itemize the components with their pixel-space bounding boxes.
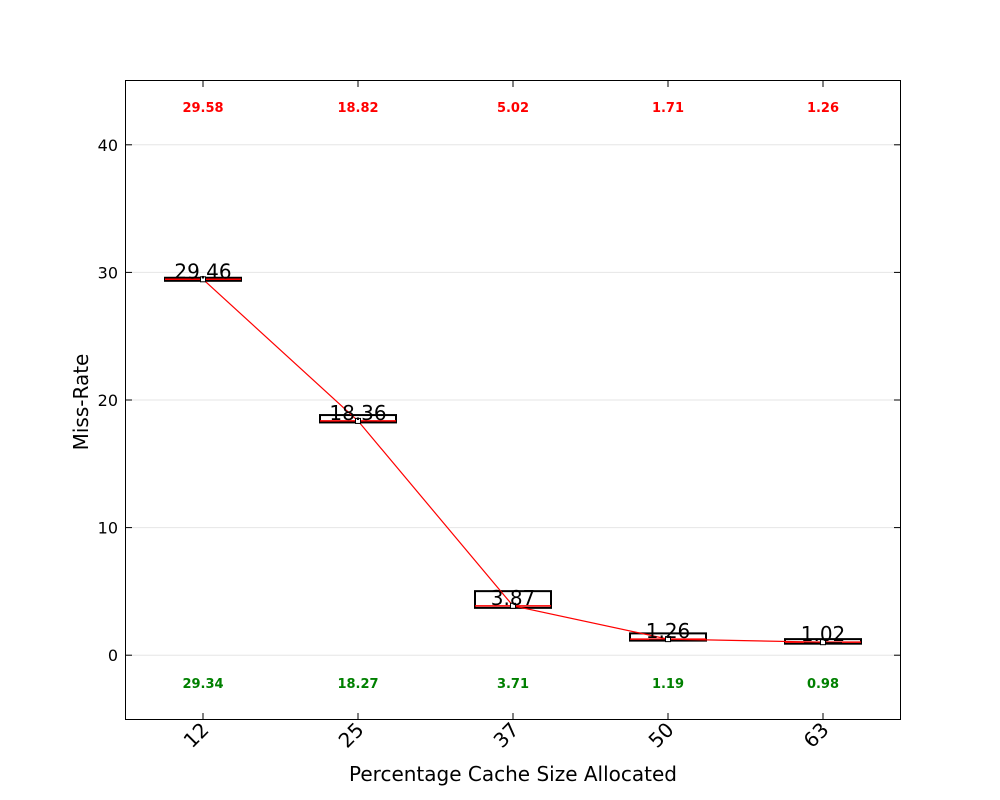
y-tick-label: 20 <box>98 391 118 410</box>
min-value-label: 1.19 <box>652 677 684 692</box>
x-tick-label: 37 <box>489 718 524 753</box>
min-value-label: 18.27 <box>337 677 378 692</box>
grid-layer <box>126 144 900 656</box>
x-tick-label: 50 <box>644 718 679 753</box>
x-tick-label: 12 <box>179 718 214 753</box>
median-value-label: 3.87 <box>491 586 536 610</box>
y-tick-label: 40 <box>98 136 118 155</box>
median-value-label: 18.36 <box>329 401 386 425</box>
y-axis-label: Miss-Rate <box>69 354 93 451</box>
plot-frame <box>125 80 901 720</box>
x-axis-label: Percentage Cache Size Allocated <box>349 762 677 786</box>
median-marker <box>200 276 206 283</box>
x-tick-label: 63 <box>799 718 834 753</box>
median-marker <box>820 639 826 646</box>
min-value-label: 29.34 <box>182 677 223 692</box>
max-value-label: 29.58 <box>182 101 223 116</box>
median-marker <box>510 602 516 609</box>
max-value-label: 1.71 <box>652 101 684 116</box>
y-tick-label: 10 <box>98 519 118 538</box>
max-value-label: 1.26 <box>807 101 839 116</box>
median-value-label: 29.46 <box>174 259 231 283</box>
median-marker <box>665 636 671 643</box>
label-layer: 29.46 18.36 3.87 1.26 1.02 29.58 18.82 5.02 1.71… <box>174 101 845 692</box>
y-tick-label: 0 <box>108 646 118 665</box>
median-line-layer <box>200 276 826 646</box>
axis-layer: 0 10 20 30 40 12 25 37 50 63 <box>98 81 900 753</box>
y-tick-label: 30 <box>98 263 118 282</box>
max-value-label: 18.82 <box>337 101 378 116</box>
median-value-label: 1.26 <box>646 619 691 643</box>
median-marker <box>355 417 361 424</box>
min-value-label: 0.98 <box>807 677 839 692</box>
x-tick-label: 25 <box>334 718 369 753</box>
min-value-label: 3.71 <box>497 677 529 692</box>
max-value-label: 5.02 <box>497 101 529 116</box>
median-value-label: 1.02 <box>801 622 846 646</box>
